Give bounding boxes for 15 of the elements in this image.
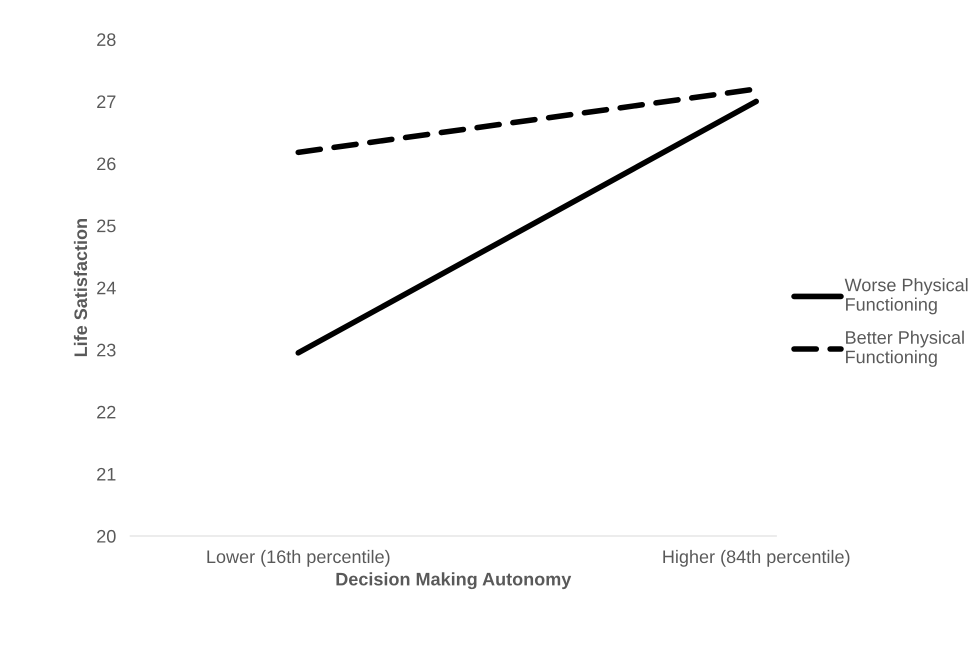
y-tick-label: 25 <box>97 220 116 232</box>
x-tick-label: Lower (16th percentile) <box>207 550 390 567</box>
y-tick-label: 24 <box>97 282 116 294</box>
legend-label: Worse Physical Functioning <box>844 278 968 314</box>
y-tick-label: 27 <box>97 95 116 108</box>
y-tick-label: 21 <box>97 468 116 480</box>
y-tick-label: 28 <box>97 33 116 46</box>
y-axis-title: Life Satisfaction <box>74 219 88 356</box>
y-tick-label: 20 <box>97 530 116 543</box>
y-tick-label: 22 <box>97 406 116 418</box>
y-tick-label: 26 <box>97 157 116 170</box>
x-tick-label: Higher (84th percentile) <box>663 550 850 567</box>
x-axis-title: Decision Making Autonomy <box>336 572 572 590</box>
legend-label: Better Physical Functioning <box>846 330 964 367</box>
y-tick-label: 23 <box>97 344 116 356</box>
